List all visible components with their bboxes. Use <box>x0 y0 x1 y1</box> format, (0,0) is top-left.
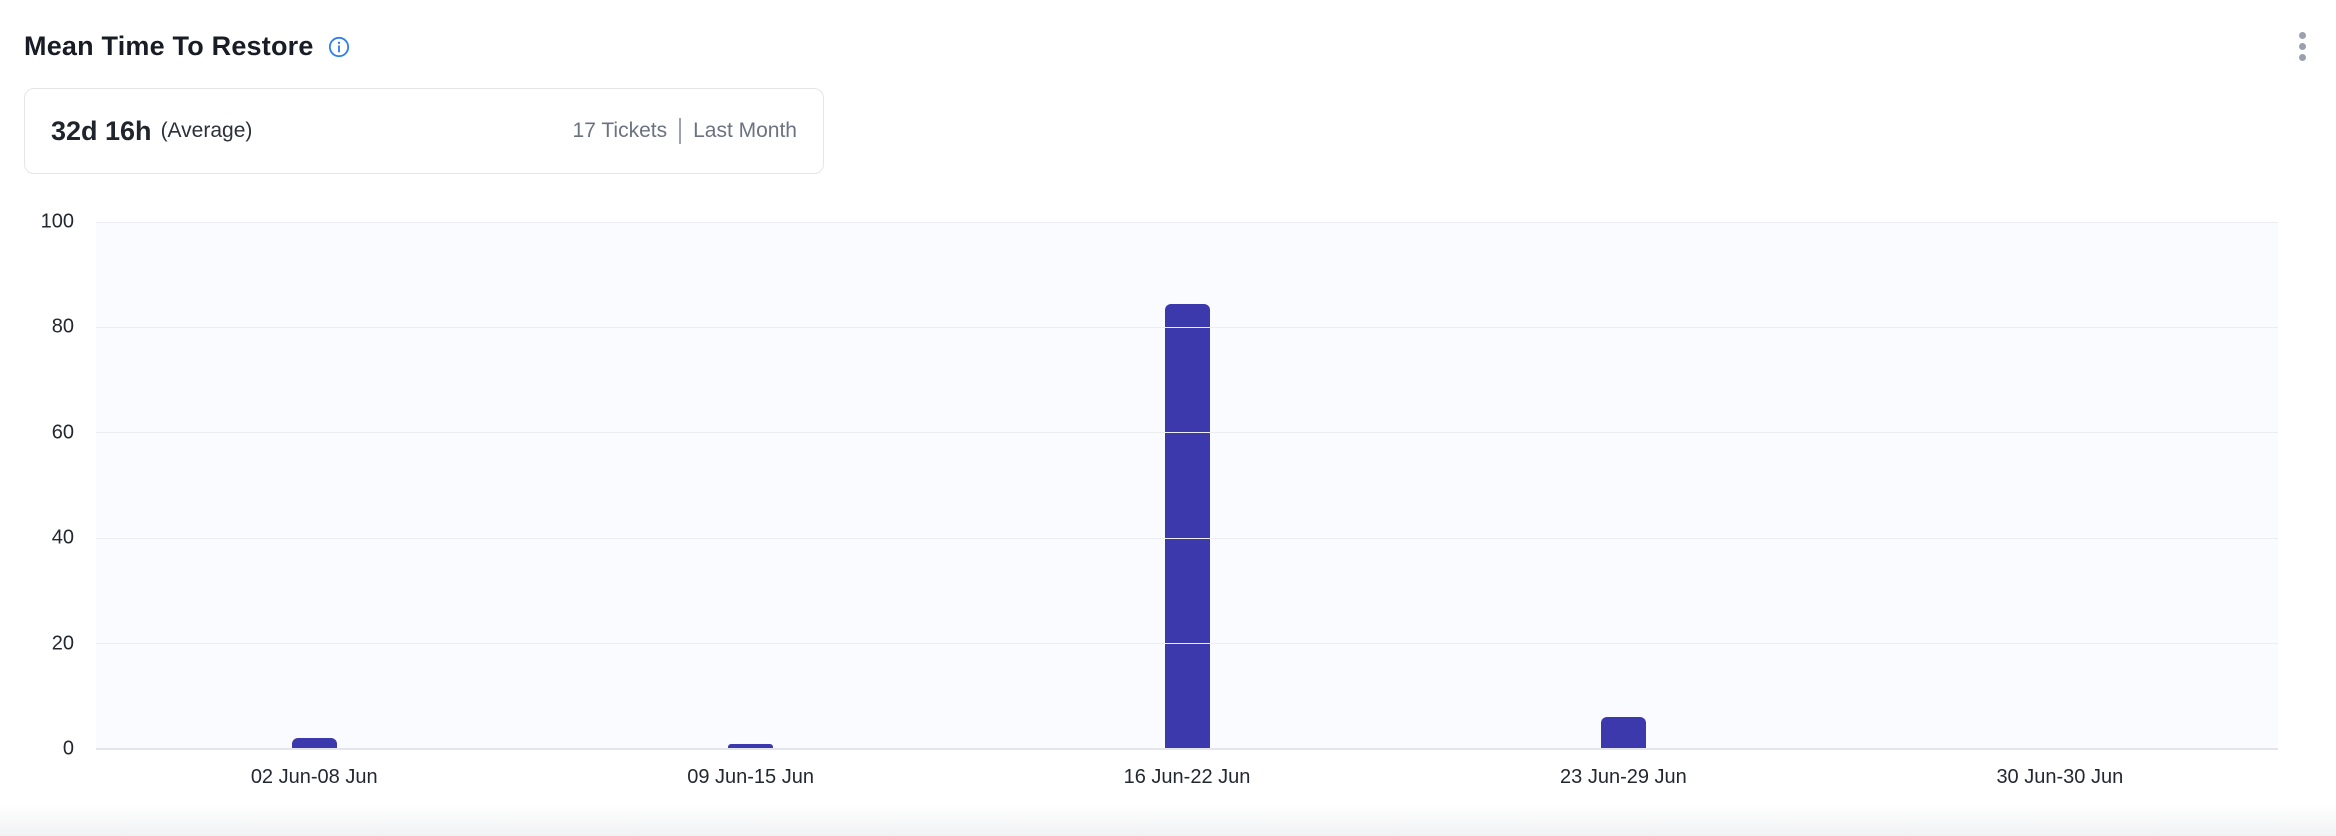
bar-slot <box>96 222 532 749</box>
x-axis-line <box>96 748 2278 750</box>
bar-slot <box>1405 222 1841 749</box>
y-tick-label: 0 <box>62 737 74 760</box>
y-tick-label: 20 <box>51 632 74 655</box>
widget-title: Mean Time To Restore <box>24 31 314 61</box>
gridline <box>96 537 2278 539</box>
y-tick-label: 60 <box>51 421 74 444</box>
average-label: (Average) <box>160 119 253 142</box>
divider <box>679 118 682 144</box>
kebab-menu-icon[interactable] <box>2293 28 2312 65</box>
bar[interactable] <box>1600 717 1646 749</box>
bar-slot <box>969 222 1405 749</box>
x-tick-label: 09 Jun-15 Jun <box>687 766 814 788</box>
x-tick-label: 23 Jun-29 Jun <box>1560 766 1687 788</box>
summary-card: 32d 16h (Average) 17 Tickets Last Month <box>24 88 824 174</box>
y-tick-label: 40 <box>51 526 74 549</box>
x-tick-label: 02 Jun-08 Jun <box>250 766 378 788</box>
x-axis: 02 Jun-08 Jun 09 Jun-15 Jun 16 Jun-22 Jun 2… <box>96 766 2278 789</box>
kebab-dot <box>2299 54 2306 61</box>
kebab-dot <box>2299 32 2306 39</box>
bar-series <box>96 222 2278 749</box>
x-tick-label: 30 Jun-30 Jun <box>1996 766 2124 788</box>
gridline <box>96 326 2278 328</box>
bar[interactable] <box>728 743 774 749</box>
y-tick-label: 100 <box>40 210 74 233</box>
y-tick-label: 80 <box>51 315 74 338</box>
bar-slot <box>1842 222 2278 749</box>
bar[interactable] <box>1164 303 1210 749</box>
kebab-dot <box>2299 43 2306 50</box>
period-label: Last Month <box>693 119 797 142</box>
bar-slot <box>532 222 968 749</box>
ticket-count: 17 Tickets <box>572 119 668 142</box>
gridline <box>96 643 2278 645</box>
gridline <box>96 221 2278 223</box>
widget-header: Mean Time To Restore <box>24 28 2312 65</box>
gridline <box>96 432 2278 434</box>
info-icon[interactable] <box>328 36 350 58</box>
x-tick-label: 16 Jun-22 Jun <box>1123 766 1251 788</box>
bar[interactable] <box>291 738 337 749</box>
bar-chart-plot-area <box>96 221 2278 750</box>
card-bottom-edge <box>0 804 2336 836</box>
average-value: 32d 16h <box>51 115 152 146</box>
summary-meta: 17 Tickets Last Month <box>573 118 797 144</box>
